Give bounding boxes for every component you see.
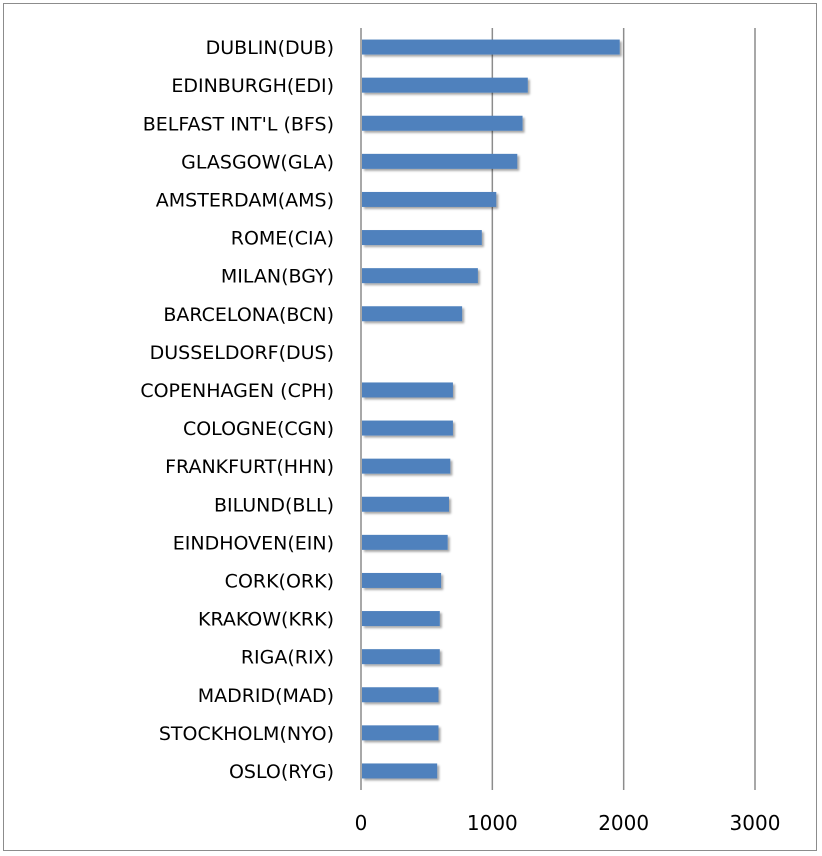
bar — [362, 572, 442, 588]
bar — [362, 115, 523, 131]
bar — [362, 153, 518, 169]
category-label: KRAKOW(KRK) — [198, 609, 334, 631]
bar — [362, 725, 439, 741]
category-label: DUBLIN(DUB) — [206, 37, 334, 59]
x-tick-label: 1000 — [467, 811, 518, 835]
category-label: CORK(ORK) — [225, 570, 334, 592]
category-label: BARCELONA(BCN) — [163, 304, 334, 326]
category-label: EDINBURGH(EDI) — [171, 75, 334, 97]
bar — [362, 39, 620, 55]
bar — [362, 763, 438, 779]
category-label: EINDHOVEN(EIN) — [173, 532, 334, 554]
bar — [362, 77, 528, 93]
bar — [362, 268, 478, 284]
x-tick-label: 0 — [355, 811, 368, 835]
category-label: COLOGNE(CGN) — [183, 418, 334, 440]
bar — [362, 687, 439, 703]
gridlines — [491, 28, 756, 790]
bar — [362, 191, 497, 207]
bar — [362, 611, 440, 627]
bar — [362, 420, 453, 436]
category-label: COPENHAGEN (CPH) — [140, 380, 334, 402]
x-tick-label: 3000 — [730, 811, 781, 835]
category-labels: DUBLIN(DUB) EDINBURGH(EDI) BELFAST INT'L (… — [140, 37, 334, 783]
category-label: MILAN(BGY) — [221, 266, 334, 288]
category-label: FRANKFURT(HHN) — [165, 456, 334, 478]
bar — [362, 458, 451, 474]
bar — [362, 230, 482, 246]
bar — [362, 496, 449, 512]
category-label: STOCKHOLM(NYO) — [159, 723, 334, 745]
category-label: GLASGOW(GLA) — [181, 151, 334, 173]
category-label: AMSTERDAM(AMS) — [156, 189, 334, 211]
category-label: MADRID(MAD) — [198, 685, 334, 707]
category-label: BELFAST INT'L (BFS) — [143, 113, 334, 135]
bar — [362, 534, 448, 550]
bar — [362, 382, 453, 398]
category-label: DUSSELDORF(DUS) — [150, 342, 334, 364]
category-label: OSLO(RYG) — [229, 761, 334, 783]
x-tick-labels: 0 1000 2000 3000 — [355, 811, 781, 835]
x-tick-label: 2000 — [598, 811, 649, 835]
bars — [362, 39, 620, 779]
category-label: RIGA(RIX) — [241, 647, 334, 669]
category-label: BILUND(BLL) — [214, 494, 334, 516]
bar — [362, 306, 463, 322]
category-label: ROME(CIA) — [231, 228, 334, 250]
bar — [362, 649, 440, 665]
